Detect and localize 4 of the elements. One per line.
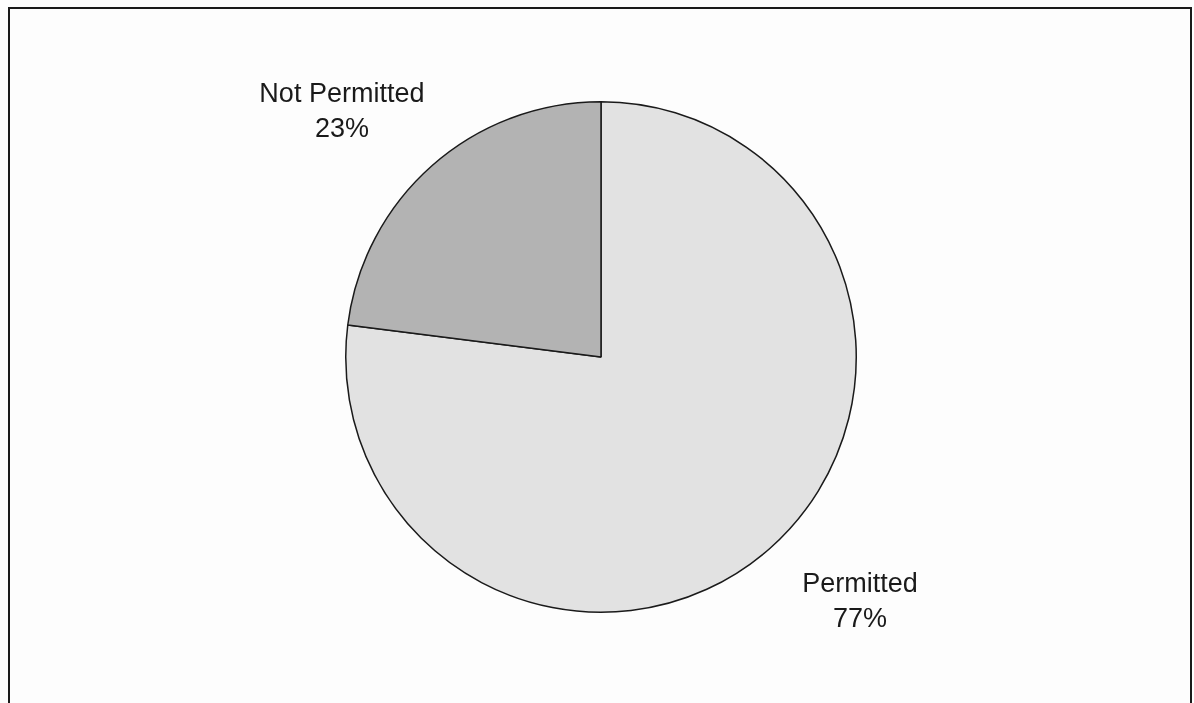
slice-label: Permitted [802,568,918,599]
slice-label: Not Permitted [259,77,425,108]
data-label: 77% [833,603,888,634]
data-label: 23% [314,112,369,143]
